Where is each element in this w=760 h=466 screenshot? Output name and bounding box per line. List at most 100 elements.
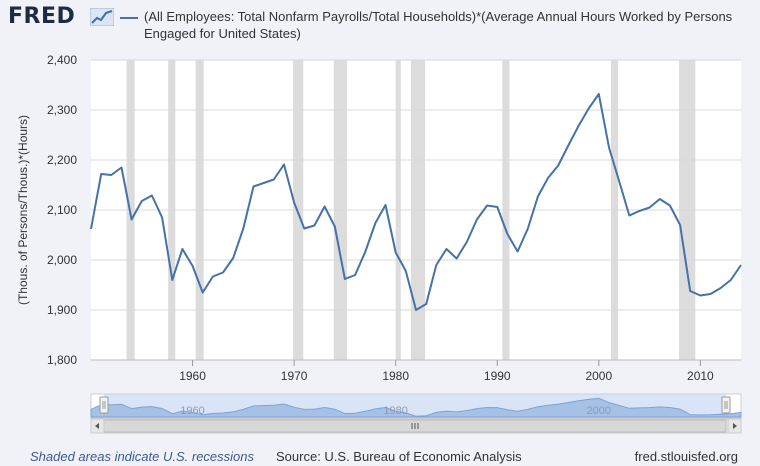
data-point[interactable] — [608, 147, 610, 149]
y-tick-label: 2,200 — [47, 153, 77, 167]
navigator-handle-left[interactable] — [99, 396, 109, 414]
scrollbar-left-button[interactable] — [90, 418, 105, 434]
chevron-right-icon — [733, 423, 737, 429]
navigator-year-labels: 1960 1980 2000 — [180, 405, 611, 417]
data-point[interactable] — [181, 248, 183, 250]
data-point[interactable] — [151, 195, 153, 197]
data-point[interactable] — [669, 205, 671, 207]
data-point[interactable] — [232, 257, 234, 259]
data-point[interactable] — [242, 228, 244, 230]
data-point[interactable] — [364, 251, 366, 253]
data-point[interactable] — [253, 186, 255, 188]
data-point[interactable] — [415, 309, 417, 311]
fred-logo[interactable]: FRED — [8, 4, 76, 29]
data-point[interactable] — [638, 210, 640, 212]
y-tick-label: 2,400 — [47, 53, 77, 67]
data-point[interactable] — [649, 207, 651, 209]
data-point[interactable] — [456, 258, 458, 260]
navigator-year-label: 1980 — [383, 405, 407, 417]
scrollbar-right-button[interactable] — [727, 418, 742, 434]
data-point[interactable] — [740, 264, 742, 266]
y-axis-label: (Thous. of Persons/Thous.)*(Hours) — [16, 115, 30, 305]
data-point[interactable] — [547, 177, 549, 179]
data-point[interactable] — [222, 272, 224, 274]
data-point[interactable] — [506, 233, 508, 235]
data-point[interactable] — [720, 287, 722, 289]
data-point[interactable] — [435, 264, 437, 266]
series-line[interactable] — [90, 93, 742, 311]
data-point[interactable] — [405, 270, 407, 272]
data-point[interactable] — [537, 196, 539, 198]
data-point[interactable] — [171, 279, 173, 281]
data-point[interactable] — [527, 228, 529, 230]
x-tick-label: 1980 — [382, 369, 409, 383]
line-chart-icon — [90, 8, 114, 26]
navigator-year-label: 1960 — [180, 405, 204, 417]
y-tick-label: 1,800 — [47, 353, 77, 367]
data-point[interactable] — [324, 206, 326, 208]
data-point[interactable] — [679, 224, 681, 226]
data-point[interactable] — [263, 182, 265, 184]
data-point[interactable] — [557, 165, 559, 167]
data-point[interactable] — [313, 225, 315, 227]
y-tick-label: 2,000 — [47, 253, 77, 267]
data-point[interactable] — [385, 204, 387, 206]
data-series — [90, 93, 742, 311]
data-point[interactable] — [466, 241, 468, 243]
data-point[interactable] — [618, 180, 620, 182]
y-tick-label: 2,300 — [47, 103, 77, 117]
data-point[interactable] — [110, 174, 112, 176]
data-point[interactable] — [699, 295, 701, 297]
data-point[interactable] — [212, 276, 214, 278]
legend-series-swatch — [120, 17, 138, 19]
data-point[interactable] — [445, 248, 447, 250]
data-point[interactable] — [567, 145, 569, 147]
data-point[interactable] — [192, 265, 194, 267]
gridlines — [91, 59, 741, 361]
data-point[interactable] — [710, 293, 712, 295]
data-point[interactable] — [476, 219, 478, 221]
data-point[interactable] — [354, 274, 356, 276]
y-tick-label: 2,100 — [47, 203, 77, 217]
source-credit: Source: U.S. Bureau of Economic Analysis — [276, 449, 522, 464]
x-tick-label: 1960 — [179, 369, 206, 383]
navigator-year-label: 2000 — [587, 405, 611, 417]
x-axis-ticks: 1960 1970 1980 1990 2000 2010 — [179, 360, 714, 383]
data-point[interactable] — [334, 226, 336, 228]
data-point[interactable] — [293, 202, 295, 204]
y-tick-label: 1,900 — [47, 303, 77, 317]
data-point[interactable] — [131, 219, 133, 221]
x-tick-label: 2010 — [687, 369, 714, 383]
data-point[interactable] — [486, 205, 488, 207]
data-point[interactable] — [344, 278, 346, 280]
data-point[interactable] — [628, 215, 630, 217]
data-point[interactable] — [202, 292, 204, 294]
data-point[interactable] — [374, 222, 376, 224]
data-point[interactable] — [496, 206, 498, 208]
data-point[interactable] — [730, 279, 732, 281]
fred-url-link[interactable]: fred.stlouisfed.org — [634, 449, 738, 464]
data-point[interactable] — [425, 303, 427, 305]
data-point[interactable] — [578, 125, 580, 127]
data-point[interactable] — [517, 251, 519, 253]
navigator-series-area — [90, 397, 742, 418]
y-axis-ticks: 1,800 1,900 2,000 2,100 2,200 2,300 2,400 — [47, 53, 77, 367]
x-tick-label: 2000 — [585, 369, 612, 383]
navigator-handle-right[interactable] — [721, 396, 731, 414]
data-point[interactable] — [273, 179, 275, 181]
legend-series-label[interactable]: (All Employees: Total Nonfarm Payrolls/T… — [144, 9, 733, 41]
chevron-left-icon — [95, 423, 99, 429]
data-point[interactable] — [90, 228, 92, 230]
data-point[interactable] — [100, 173, 102, 175]
data-point[interactable] — [141, 200, 143, 202]
data-point[interactable] — [598, 93, 600, 95]
data-point[interactable] — [659, 198, 661, 200]
recession-note: Shaded areas indicate U.S. recessions — [30, 449, 255, 464]
data-point[interactable] — [283, 164, 285, 166]
data-point[interactable] — [588, 108, 590, 110]
data-point[interactable] — [161, 217, 163, 219]
data-point[interactable] — [395, 252, 397, 254]
data-point[interactable] — [689, 290, 691, 292]
data-point[interactable] — [120, 167, 122, 169]
data-point[interactable] — [303, 228, 305, 230]
